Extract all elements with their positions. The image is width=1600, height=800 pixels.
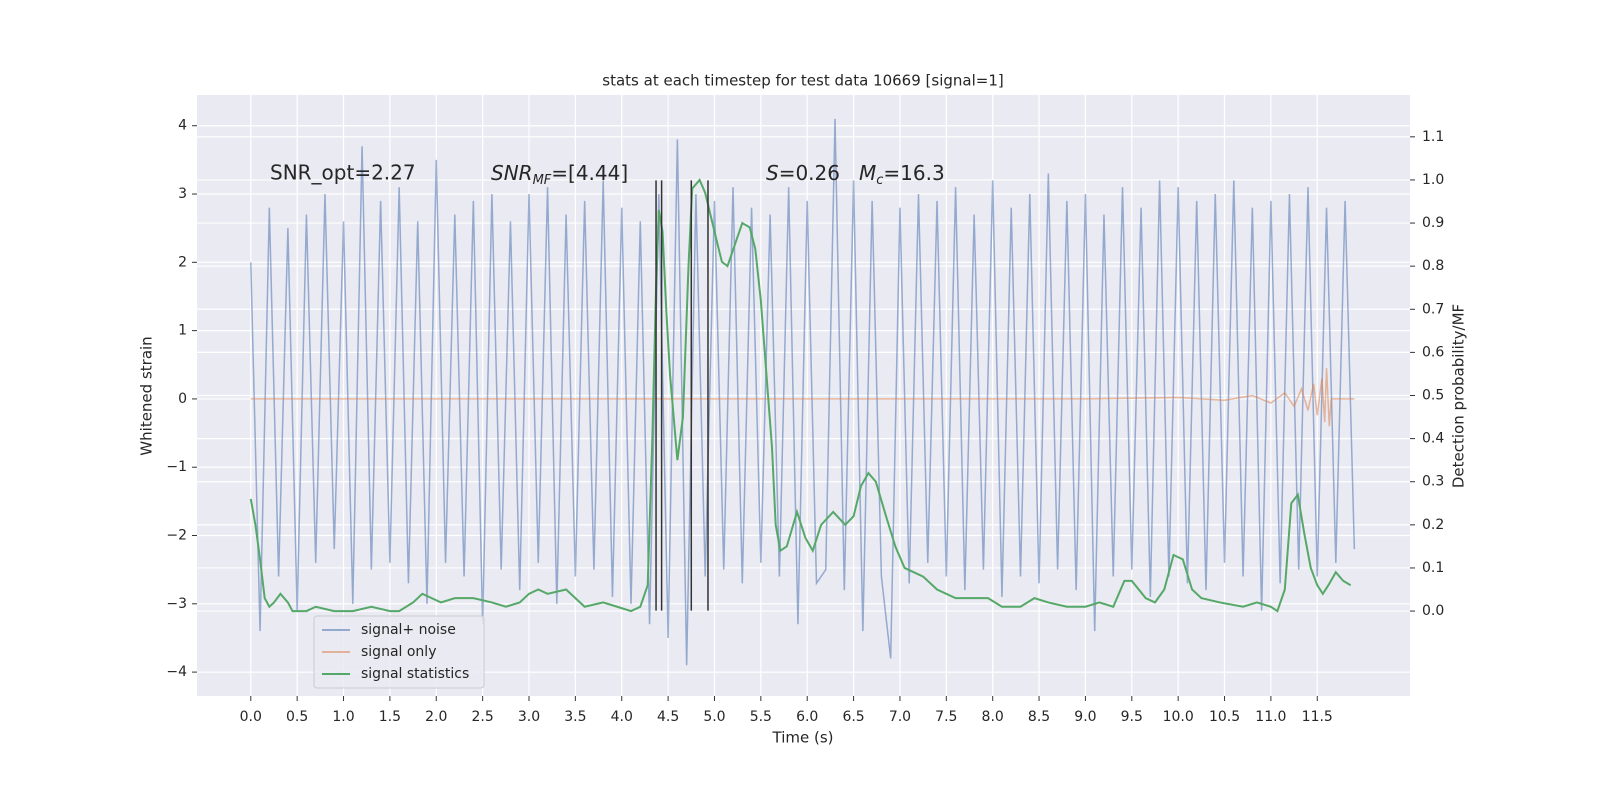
- annotation-base: SNR: [491, 161, 533, 185]
- annotation-text: =[4.44]: [551, 161, 628, 185]
- x-tick-label: 9.0: [1074, 709, 1096, 725]
- y-tick-label: 2: [178, 254, 187, 270]
- x-tick-label: 1.0: [332, 709, 354, 725]
- x-tick-label: 1.5: [379, 709, 401, 725]
- x-tick-label: 10.0: [1163, 709, 1194, 725]
- y2-tick-label: 0.2: [1422, 517, 1444, 533]
- y2-tick-label: 0.9: [1422, 215, 1444, 231]
- x-tick-label: 9.5: [1121, 709, 1143, 725]
- series-line: [249, 178, 1352, 613]
- x-tick-label: 8.0: [982, 709, 1004, 725]
- annotation: Mc=16.3: [859, 161, 945, 188]
- x-tick-label: 2.0: [425, 709, 447, 725]
- y2-tick-label: 0.1: [1422, 560, 1444, 576]
- x-tick-label: 0.0: [240, 709, 262, 725]
- annotation-text: =0.26: [779, 161, 840, 185]
- y2-tick-label: 0.0: [1422, 603, 1444, 619]
- y-tick-label: 4: [178, 118, 187, 134]
- y-tick-label: −4: [166, 664, 187, 680]
- y-tick-label: −2: [166, 528, 187, 544]
- x-tick-label: 6.5: [842, 709, 864, 725]
- x-tick-label: 5.5: [750, 709, 772, 725]
- y-tick-label: 1: [178, 323, 187, 339]
- x-tick-label: 11.5: [1302, 709, 1333, 725]
- annotation-sub: c: [876, 173, 883, 188]
- annotation: S=0.26: [766, 161, 840, 185]
- y2-tick-label: 1.1: [1422, 129, 1444, 145]
- y2-tick-label: 0.7: [1422, 301, 1444, 317]
- x-tick-label: 11.0: [1255, 709, 1286, 725]
- y2-tick-label: 0.3: [1422, 474, 1444, 490]
- x-tick-label: 7.0: [889, 709, 911, 725]
- x-tick-label: 5.0: [703, 709, 725, 725]
- x-tick-label: 4.0: [611, 709, 633, 725]
- x-tick-label: 3.0: [518, 709, 540, 725]
- chart-title: stats at each timestep for test data 106…: [602, 72, 1003, 90]
- x-tick-label: 6.0: [796, 709, 818, 725]
- x-tick-label: 3.5: [564, 709, 586, 725]
- annotation-base: M: [859, 161, 876, 185]
- y-axis-label: Whitened strain: [138, 336, 156, 455]
- annotation-sub: MF: [533, 173, 552, 188]
- series-line: [250, 118, 1356, 666]
- legend-label: signal only: [361, 644, 436, 660]
- x-axis-label: Time (s): [772, 729, 834, 747]
- x-tick-label: 7.5: [935, 709, 957, 725]
- annotation-base: S: [766, 161, 779, 185]
- legend-label: signal+ noise: [361, 622, 456, 638]
- legend-box: [313, 615, 485, 689]
- x-tick-label: 0.5: [286, 709, 308, 725]
- annotation: SNR_opt=2.27: [270, 161, 416, 185]
- y2-tick-label: 1.0: [1422, 172, 1444, 188]
- y2-tick-label: 0.8: [1422, 258, 1444, 274]
- y-tick-label: 0: [178, 391, 187, 407]
- x-tick-label: 2.5: [471, 709, 493, 725]
- annotation: SNRMF=[4.44]: [491, 161, 628, 188]
- y-tick-label: −1: [166, 459, 187, 475]
- annotation-text: =16.3: [883, 161, 944, 185]
- x-tick-label: 10.5: [1209, 709, 1240, 725]
- y2-tick-label: 0.5: [1422, 388, 1444, 404]
- y2-axis-label: Detection probability/MF: [1450, 304, 1468, 488]
- series-line: [250, 368, 1355, 427]
- x-tick-label: 4.5: [657, 709, 679, 725]
- y-tick-label: −3: [166, 596, 187, 612]
- y-tick-label: 3: [178, 186, 187, 202]
- x-tick-label: 8.5: [1028, 709, 1050, 725]
- y2-tick-label: 0.6: [1422, 344, 1444, 360]
- legend-label: signal statistics: [361, 666, 469, 682]
- y2-tick-label: 0.4: [1422, 431, 1444, 447]
